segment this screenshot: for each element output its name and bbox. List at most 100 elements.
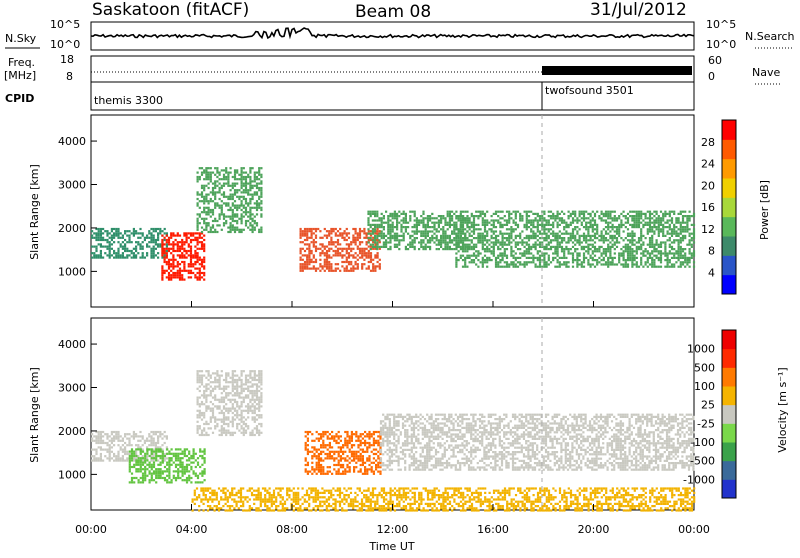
echo-cell	[346, 431, 348, 433]
echo-cell	[322, 250, 324, 252]
echo-cell	[418, 222, 420, 224]
echo-cell	[161, 243, 163, 245]
echo-cell	[131, 444, 133, 446]
echo-cell	[495, 235, 497, 237]
echo-cell	[684, 226, 686, 228]
echo-cell	[605, 215, 607, 217]
echo-cell	[380, 460, 382, 462]
echo-cell	[594, 213, 596, 215]
echo-cell	[519, 217, 521, 219]
echo-cell	[247, 427, 249, 429]
echo-cell	[364, 444, 366, 446]
echo-cell	[247, 375, 249, 377]
echo-cell	[322, 471, 324, 473]
echo-cell	[327, 435, 329, 437]
echo-cell	[245, 207, 247, 209]
echo-cell	[357, 451, 359, 453]
echo-cell	[653, 244, 655, 246]
echo-cell	[367, 224, 369, 226]
echo-cell	[620, 252, 622, 254]
echo-cell	[636, 224, 638, 226]
echo-cell	[300, 268, 302, 270]
echo-cell	[258, 375, 260, 377]
echo-cell	[124, 460, 126, 462]
echo-cell	[497, 241, 499, 243]
echo-cell	[214, 207, 216, 209]
echo-cell	[258, 189, 260, 191]
echo-cell	[640, 257, 642, 259]
echo-cell	[651, 261, 653, 263]
echo-cell	[326, 246, 328, 248]
echo-cell	[230, 185, 232, 187]
echo-cell	[153, 254, 155, 256]
echo-cell	[201, 370, 203, 372]
echo-cell	[230, 231, 232, 233]
echo-cell	[150, 241, 152, 243]
echo-cell	[344, 261, 346, 263]
echo-cell	[579, 228, 581, 230]
echo-cell	[326, 230, 328, 232]
echo-cell	[638, 241, 640, 243]
echo-cell	[656, 266, 658, 268]
echo-cell	[557, 235, 559, 237]
echo-cell	[172, 274, 174, 276]
echo-cell	[205, 211, 207, 213]
echo-cell	[320, 473, 322, 475]
echo-cell	[440, 235, 442, 237]
echo-cell	[673, 263, 675, 265]
echo-cell	[214, 372, 216, 374]
echo-cell	[306, 259, 308, 261]
echo-cell	[308, 246, 310, 248]
echo-cell	[133, 464, 135, 466]
echo-cell	[258, 372, 260, 374]
echo-cell	[583, 237, 585, 239]
echo-cell	[205, 370, 207, 372]
echo-cell	[203, 246, 205, 248]
echo-cell	[605, 261, 607, 263]
echo-cell	[245, 224, 247, 226]
echo-cell	[168, 459, 170, 461]
echo-cell	[104, 239, 106, 241]
echo-cell	[568, 266, 570, 268]
echo-cell	[153, 241, 155, 243]
echo-cell	[506, 266, 508, 268]
echo-cell	[337, 252, 339, 254]
echo-cell	[102, 442, 104, 444]
echo-cell	[510, 237, 512, 239]
echo-cell	[587, 250, 589, 252]
echo-cell	[510, 255, 512, 257]
echo-cell	[473, 215, 475, 217]
echo-cell	[442, 226, 444, 228]
echo-cell	[367, 241, 369, 243]
echo-cell	[249, 216, 251, 218]
echo-cell	[319, 237, 321, 239]
echo-cell	[378, 246, 380, 248]
echo-cell	[306, 254, 308, 256]
echo-cell	[225, 377, 227, 379]
echo-cell	[418, 248, 420, 250]
echo-cell	[199, 259, 201, 261]
echo-cell	[256, 379, 258, 381]
echo-cell	[241, 178, 243, 180]
echo-cell	[495, 241, 497, 243]
echo-cell	[614, 257, 616, 259]
echo-cell	[387, 436, 389, 438]
echo-cell	[554, 266, 556, 268]
echo-cell	[223, 416, 225, 418]
echo-cell	[307, 438, 309, 440]
echo-cell	[373, 444, 375, 446]
echo-cell	[596, 263, 598, 265]
echo-cell	[328, 232, 330, 234]
echo-cell	[649, 237, 651, 239]
echo-cell	[117, 250, 119, 252]
echo-cell	[100, 228, 102, 230]
echo-cell	[433, 241, 435, 243]
echo-cell	[313, 455, 315, 457]
echo-cell	[592, 263, 594, 265]
echo-cell	[205, 196, 207, 198]
echo-cell	[252, 377, 254, 379]
echo-cell	[570, 237, 572, 239]
echo-cell	[449, 248, 451, 250]
echo-cell	[364, 431, 366, 433]
echo-cell	[366, 449, 368, 451]
